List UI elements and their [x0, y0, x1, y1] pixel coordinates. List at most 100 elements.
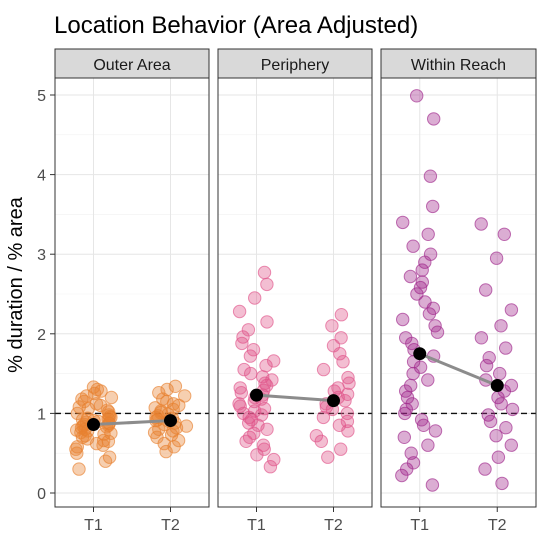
y-tick-label: 1 — [37, 406, 46, 423]
data-point — [234, 386, 249, 400]
facet-within-reach: Within Reach T1 T2 — [380, 48, 537, 534]
mean-point — [250, 388, 263, 402]
data-point — [427, 112, 441, 126]
data-point — [504, 378, 519, 393]
data-point — [341, 370, 355, 385]
data-point — [152, 386, 166, 400]
data-point — [399, 331, 413, 345]
data-point — [148, 401, 162, 415]
mean-point — [413, 347, 427, 361]
data-point — [421, 373, 435, 387]
data-point — [72, 462, 86, 476]
data-point — [489, 251, 504, 265]
mean-point — [164, 414, 177, 428]
data-point — [309, 429, 324, 443]
y-tick-label: 0 — [37, 486, 46, 503]
data-point — [104, 390, 119, 405]
data-point — [415, 275, 429, 289]
data-point — [267, 354, 281, 368]
data-point — [504, 438, 518, 452]
data-point — [497, 227, 511, 242]
data-point — [425, 478, 440, 492]
data-point — [331, 381, 345, 395]
data-point — [237, 362, 251, 377]
data-point — [342, 376, 356, 390]
facet-periphery: Periphery T1 T2 — [217, 48, 373, 534]
data-point — [494, 397, 508, 411]
y-tick-label: 4 — [37, 168, 46, 185]
data-point — [423, 169, 438, 183]
data-point — [316, 362, 331, 377]
data-point — [254, 408, 269, 422]
data-point — [396, 312, 410, 327]
data-point — [404, 446, 418, 460]
data-point — [423, 247, 438, 261]
data-point — [478, 462, 492, 476]
data-point — [256, 370, 270, 384]
data-point — [232, 304, 247, 319]
data-point — [260, 378, 274, 393]
x-tick-label: T2 — [324, 517, 343, 534]
data-point — [428, 319, 442, 333]
y-axis-label: % duration / % area — [5, 196, 27, 373]
data-point — [168, 379, 183, 393]
data-point — [233, 381, 247, 395]
data-point — [410, 89, 424, 103]
x-tick-label: T1 — [84, 517, 103, 534]
data-point — [241, 323, 256, 337]
data-point — [86, 380, 101, 394]
data-point — [332, 418, 347, 432]
data-point — [246, 343, 261, 357]
data-point — [413, 360, 428, 374]
data-point — [421, 438, 435, 452]
data-point — [340, 406, 354, 421]
data-point — [101, 434, 116, 448]
data-point — [474, 331, 489, 345]
data-point — [256, 438, 271, 452]
data-point — [244, 366, 258, 381]
data-point — [160, 382, 174, 397]
data-point — [415, 263, 429, 277]
x-tick-label: T2 — [161, 517, 180, 534]
data-point — [159, 444, 173, 459]
data-point — [232, 397, 246, 411]
data-point — [479, 358, 494, 373]
data-point — [334, 331, 348, 345]
y-tick-label: 2 — [37, 327, 46, 344]
data-point — [179, 419, 194, 433]
data-point — [418, 295, 432, 309]
chart-title: Location Behavior (Area Adjusted) — [54, 12, 418, 39]
data-point — [334, 442, 348, 456]
data-point — [504, 303, 519, 317]
data-point — [236, 330, 250, 344]
data-point — [479, 283, 493, 297]
data-point — [421, 227, 435, 242]
data-point — [414, 413, 429, 427]
data-point — [79, 389, 94, 403]
facet-label: Within Reach — [411, 57, 506, 74]
mean-point — [490, 379, 504, 393]
data-point — [259, 358, 273, 373]
x-tick-label: T1 — [410, 517, 429, 534]
data-point — [474, 217, 488, 231]
y-tick-label: 3 — [37, 247, 46, 264]
mean-connector-line — [419, 352, 498, 387]
data-point — [426, 199, 440, 214]
data-point — [248, 291, 262, 305]
data-point — [428, 424, 443, 438]
data-point — [243, 349, 258, 363]
data-point — [172, 398, 186, 413]
data-point — [499, 341, 513, 355]
data-point — [404, 378, 418, 393]
data-point — [321, 450, 335, 464]
data-point — [260, 277, 274, 292]
mean-connector-line — [256, 393, 334, 403]
data-point — [499, 421, 513, 435]
data-point — [336, 355, 350, 369]
data-point — [482, 351, 496, 365]
data-point — [102, 450, 117, 464]
data-point — [334, 308, 349, 322]
data-point — [397, 430, 411, 444]
